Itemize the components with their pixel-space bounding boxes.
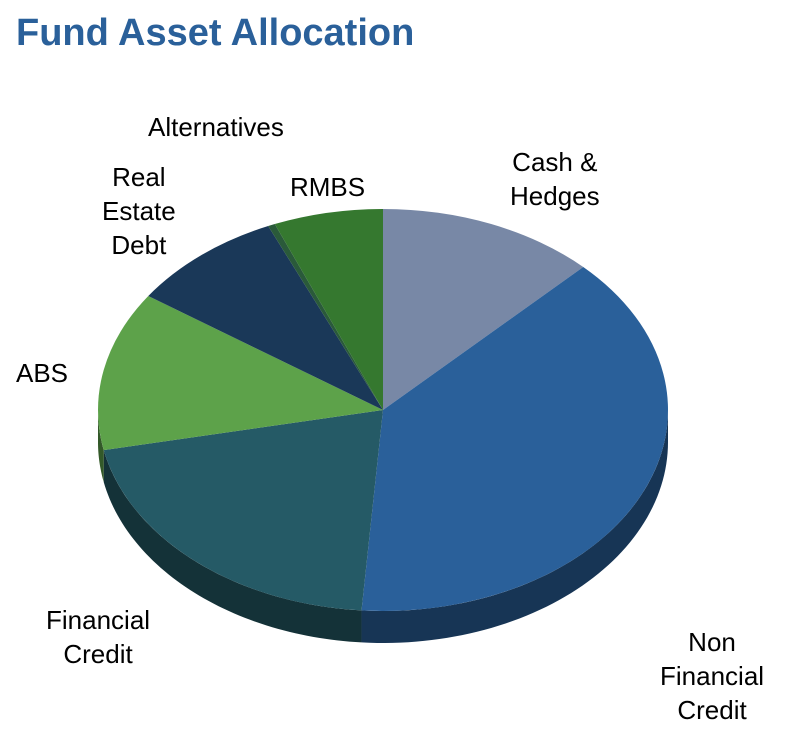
- slice-cash-hedges: [383, 209, 584, 410]
- label-alternatives: Alternatives: [148, 112, 284, 142]
- label-rmbs: RMBS: [290, 172, 366, 202]
- label-real-estate-debt: Real Estate Debt: [102, 162, 176, 260]
- slice-abs: [98, 295, 384, 451]
- chart-title: Fund Asset Allocation: [16, 12, 415, 54]
- slice-real-estate-debt: [148, 226, 383, 410]
- slice-alternatives: [268, 224, 383, 410]
- slice-financial-credit: [103, 410, 384, 611]
- slice-rmbs: [274, 209, 383, 410]
- label-non-financial-credit: Non Financial Credit: [660, 627, 765, 725]
- slice-side-1: [361, 410, 668, 643]
- slice-side-3: [98, 410, 104, 483]
- label-cash-hedges: Cash & Hedges: [510, 147, 600, 211]
- label-financial-credit: Financial Credit: [46, 605, 151, 669]
- slice-non-financial-credit: [361, 266, 668, 612]
- label-abs: ABS: [16, 358, 69, 388]
- slice-side-2: [103, 450, 362, 643]
